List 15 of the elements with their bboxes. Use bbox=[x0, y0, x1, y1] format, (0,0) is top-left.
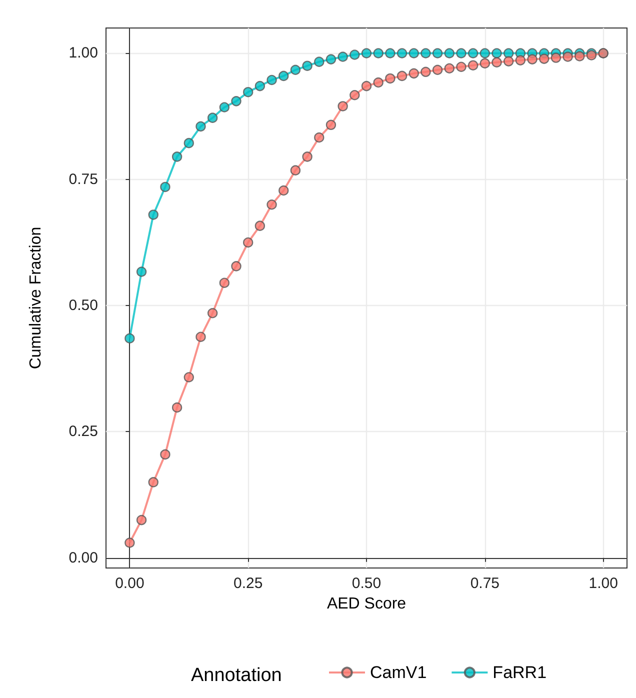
legend-title: Annotation bbox=[191, 665, 282, 686]
legend-label: FaRR1 bbox=[492, 663, 547, 682]
x-tick-label: 0.50 bbox=[352, 575, 382, 592]
y-tick-label: 0.25 bbox=[68, 423, 98, 440]
x-tick-label: 0.75 bbox=[470, 575, 500, 592]
y-tick-label: 0.50 bbox=[68, 297, 98, 314]
y-tick-label: 1.00 bbox=[68, 44, 98, 62]
y-tick-label: 0.75 bbox=[68, 170, 98, 188]
x-tick-label: 1.00 bbox=[588, 575, 618, 592]
legend-label: CamV1 bbox=[370, 663, 427, 682]
x-tick-label: 0.25 bbox=[233, 575, 263, 592]
y-tick-label: 0.00 bbox=[68, 549, 98, 566]
y-axis-title: Cumulative Fraction bbox=[28, 226, 44, 370]
x-axis-title: AED Score bbox=[326, 596, 406, 612]
x-tick-label: 0.00 bbox=[115, 575, 144, 592]
